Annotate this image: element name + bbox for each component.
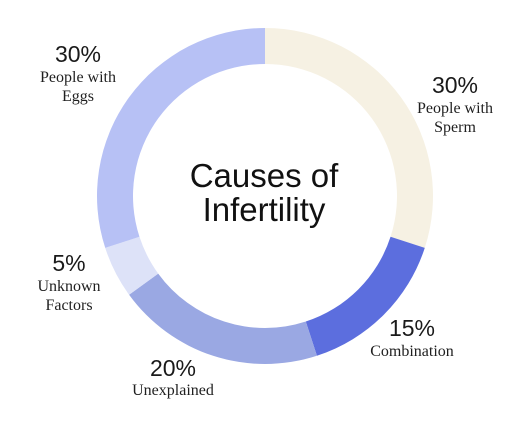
slice-label-3: 5% Unknown Factors — [37, 250, 100, 314]
chart-title: Causes of Infertility — [190, 157, 339, 228]
labels-layer: 30% People with Sperm 15% Combination 20%Unex… — [37, 41, 493, 399]
slice-percent-label: 30% — [432, 72, 478, 98]
slice-category-label: People with — [417, 100, 493, 117]
slice-category-label: Factors — [45, 297, 92, 314]
slice-category-label: People with — [40, 69, 116, 86]
slice-label-0: 30% People with Sperm — [417, 72, 493, 136]
slice-percent-label: 30% — [55, 41, 101, 67]
slice-percent-label: 5% — [52, 250, 85, 276]
slice-unknown-factors — [105, 236, 159, 295]
slice-category-label: Eggs — [62, 88, 94, 105]
slice-label-4: 30% People with Eggs — [40, 41, 116, 105]
slice-category-label: Unknown — [37, 278, 100, 295]
slice-combination — [305, 236, 425, 356]
slice-label-1: 15% Combination — [370, 315, 454, 360]
slice-category-label: Unexplained — [132, 382, 214, 399]
slice-percent-label: 20% — [150, 355, 196, 381]
slice-people-with-sperm — [265, 28, 434, 248]
slice-category-label: Sperm — [434, 119, 476, 136]
chart-title-line-2: Infertility — [203, 191, 326, 228]
chart-title-line-1: Causes of — [190, 157, 339, 194]
slice-people-with-eggs — [96, 28, 265, 248]
slice-label-2: 20%Unexplained — [132, 355, 214, 399]
slice-unexplained — [129, 273, 317, 365]
slice-category-label: Combination — [370, 343, 454, 360]
slices-layer — [96, 28, 434, 365]
slice-percent-label: 15% — [389, 315, 435, 341]
